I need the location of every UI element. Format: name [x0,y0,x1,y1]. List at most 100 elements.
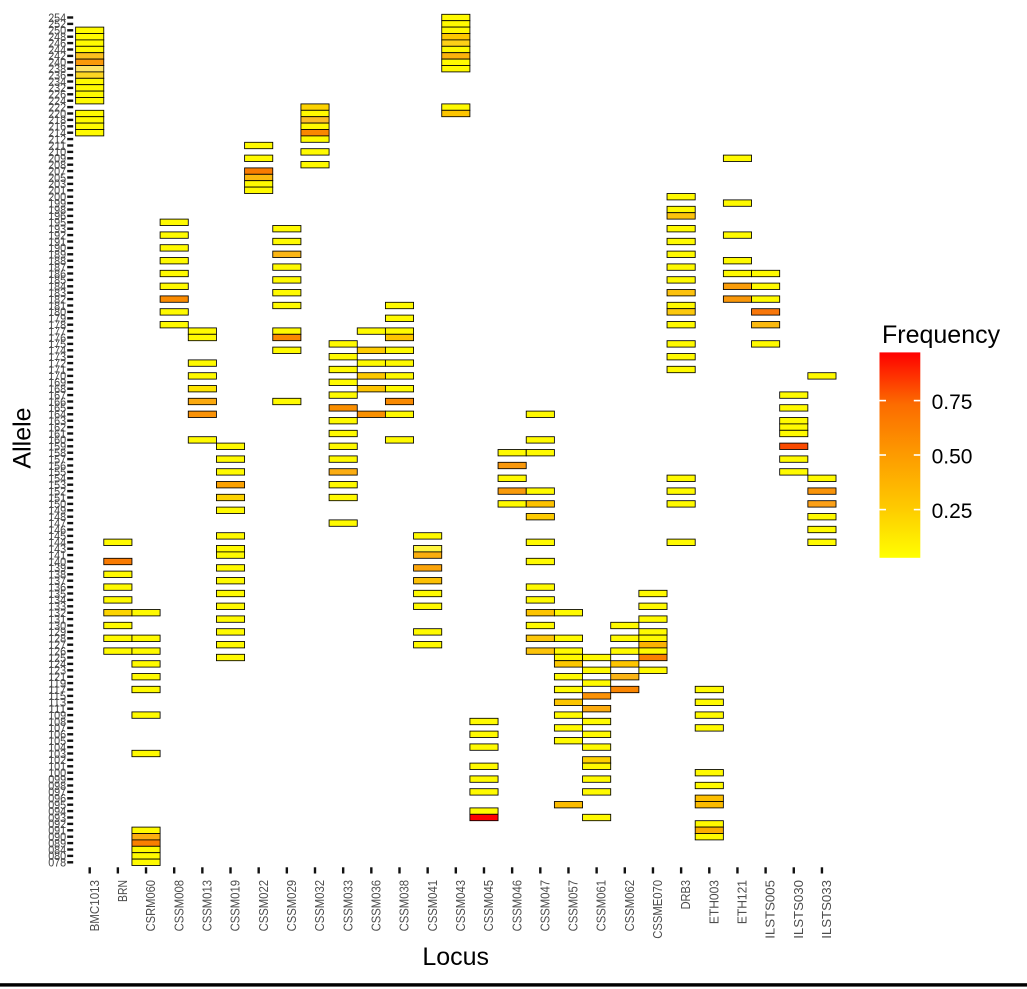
svg-text:ILSTS005: ILSTS005 [764,880,778,939]
svg-text:236: 236 [48,68,66,82]
svg-text:170: 170 [48,369,66,383]
svg-text:106: 106 [48,728,66,742]
svg-text:CSSM038: CSSM038 [398,880,412,931]
svg-text:189: 189 [48,248,66,262]
svg-text:CSSM046: CSSM046 [510,880,524,931]
svg-text:CSSM029: CSSM029 [285,880,299,931]
svg-text:135: 135 [48,587,66,601]
svg-text:212: 212 [48,132,66,146]
svg-text:121: 121 [48,670,66,684]
svg-text:240: 240 [48,56,66,70]
svg-text:140: 140 [48,555,66,569]
svg-text:187: 187 [48,260,66,274]
svg-text:ILSTS033: ILSTS033 [820,880,834,939]
svg-text:144: 144 [48,536,66,550]
svg-text:148: 148 [48,510,66,524]
svg-text:CSSM057: CSSM057 [567,880,581,931]
svg-text:166: 166 [48,395,66,409]
svg-text:147: 147 [48,516,66,530]
svg-text:109: 109 [48,708,66,722]
svg-text:246: 246 [48,36,66,50]
svg-text:146: 146 [48,523,66,537]
svg-text:123: 123 [48,664,66,678]
svg-text:Allele: Allele [9,407,37,468]
svg-text:192: 192 [48,228,66,242]
svg-text:100: 100 [48,766,66,780]
svg-text:089: 089 [48,836,66,850]
svg-text:104: 104 [48,740,66,754]
svg-text:190: 190 [48,241,66,255]
svg-text:080: 080 [48,849,66,863]
svg-text:185: 185 [48,273,66,287]
svg-text:136: 136 [48,580,66,594]
svg-text:102: 102 [48,753,66,767]
svg-text:220: 220 [48,107,66,121]
svg-text:226: 226 [48,88,66,102]
svg-text:182: 182 [48,292,66,306]
svg-text:150: 150 [48,497,66,511]
svg-text:107: 107 [48,721,66,735]
svg-text:CSSM047: CSSM047 [538,880,552,931]
svg-text:BRN: BRN [116,880,130,902]
svg-text:113: 113 [48,696,66,710]
svg-text:252: 252 [48,17,66,31]
svg-text:CSSM041: CSSM041 [426,880,440,931]
svg-text:157: 157 [48,452,66,466]
svg-text:149: 149 [48,504,66,518]
svg-text:CSSM032: CSSM032 [313,880,327,931]
svg-text:188: 188 [48,254,66,268]
svg-text:0.25: 0.25 [932,500,973,523]
svg-text:145: 145 [48,529,66,543]
svg-text:168: 168 [48,382,66,396]
svg-text:108: 108 [48,715,66,729]
svg-text:178: 178 [48,318,66,332]
svg-text:171: 171 [48,363,66,377]
svg-text:137: 137 [48,574,66,588]
svg-text:111: 111 [48,702,66,716]
svg-text:176: 176 [48,331,66,345]
svg-text:153: 153 [48,478,66,492]
svg-text:203: 203 [48,177,66,191]
svg-text:078: 078 [48,856,66,870]
svg-text:092: 092 [48,817,66,831]
svg-text:198: 198 [48,203,66,217]
svg-text:CSSM008: CSSM008 [172,880,186,931]
svg-text:099: 099 [48,772,66,786]
svg-text:242: 242 [48,49,66,63]
svg-text:160: 160 [48,433,66,447]
svg-text:CSSM019: CSSM019 [229,880,243,931]
svg-text:CSSM013: CSSM013 [200,880,214,931]
svg-text:132: 132 [48,606,66,620]
svg-text:183: 183 [48,286,66,300]
svg-text:096: 096 [48,792,66,806]
svg-text:208: 208 [48,158,66,172]
svg-text:201: 201 [48,184,66,198]
svg-text:211: 211 [48,139,66,153]
svg-text:177: 177 [48,324,66,338]
svg-text:238: 238 [48,62,66,76]
svg-text:Locus: Locus [422,943,489,971]
svg-text:195: 195 [48,216,66,230]
svg-text:191: 191 [48,235,66,249]
svg-text:209: 209 [48,152,66,166]
svg-text:139: 139 [48,561,66,575]
svg-text:152: 152 [48,484,66,498]
svg-text:126: 126 [48,644,66,658]
svg-text:ETH003: ETH003 [707,880,721,924]
svg-text:244: 244 [48,43,66,57]
svg-text:094: 094 [48,804,66,818]
svg-text:186: 186 [48,267,66,281]
svg-text:175: 175 [48,337,66,351]
svg-text:127: 127 [48,638,66,652]
svg-text:093: 093 [48,811,66,825]
svg-text:124: 124 [48,657,66,671]
svg-text:181: 181 [48,299,66,313]
svg-text:216: 216 [48,120,66,134]
svg-text:199: 199 [48,196,66,210]
svg-text:097: 097 [48,785,66,799]
svg-text:0.75: 0.75 [932,391,973,414]
svg-text:ILSTS030: ILSTS030 [792,880,806,939]
svg-text:105: 105 [48,734,66,748]
svg-text:222: 222 [48,100,66,114]
svg-text:090: 090 [48,830,66,844]
